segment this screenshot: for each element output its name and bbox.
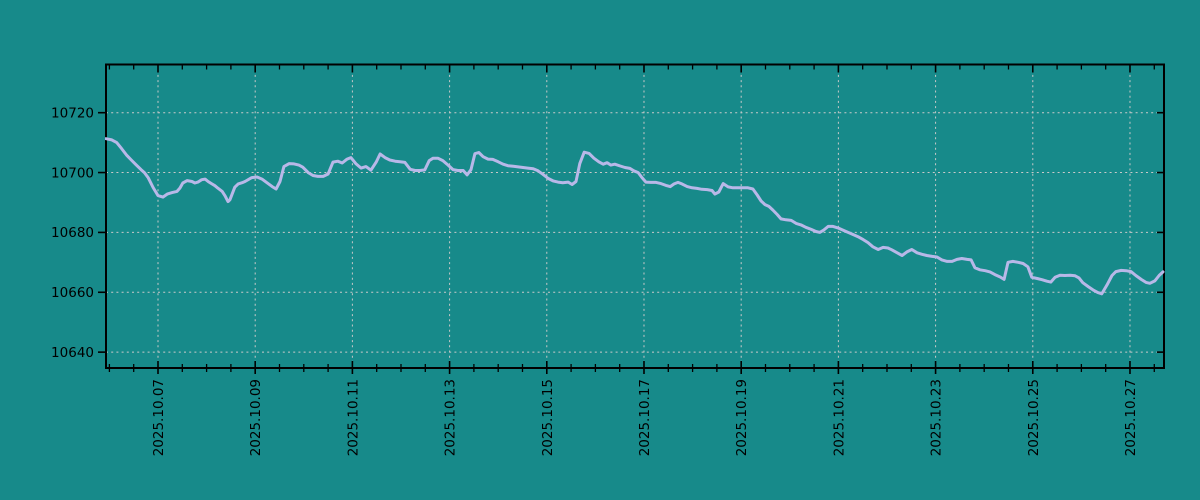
- x-tick-label: 2025.10.25: [1026, 379, 1042, 456]
- x-tick-label: 2025.10.19: [734, 379, 750, 456]
- plot-frame: [105, 63, 1165, 369]
- x-tick-label: 2025.10.07: [151, 379, 167, 456]
- x-tick-label: 2025.10.13: [443, 379, 459, 456]
- x-tick-label: 2025.10.17: [637, 379, 653, 456]
- x-tick-label: 2025.10.21: [831, 379, 847, 456]
- y-tick-label: 10720: [51, 105, 94, 121]
- y-tick-label: 10660: [51, 285, 94, 301]
- x-tick-label: 2025.10.27: [1123, 379, 1139, 456]
- y-tick-label: 10700: [51, 165, 94, 181]
- x-tick-label: 2025.10.11: [345, 379, 361, 456]
- x-tick-label: 2025.10.09: [248, 379, 264, 456]
- y-tick-label: 10680: [51, 225, 94, 241]
- y-tick-label: 10640: [51, 345, 94, 361]
- x-tick-label: 2025.10.15: [540, 379, 556, 456]
- x-tick-label: 2025.10.23: [929, 379, 945, 456]
- series-line: [105, 137, 1165, 296]
